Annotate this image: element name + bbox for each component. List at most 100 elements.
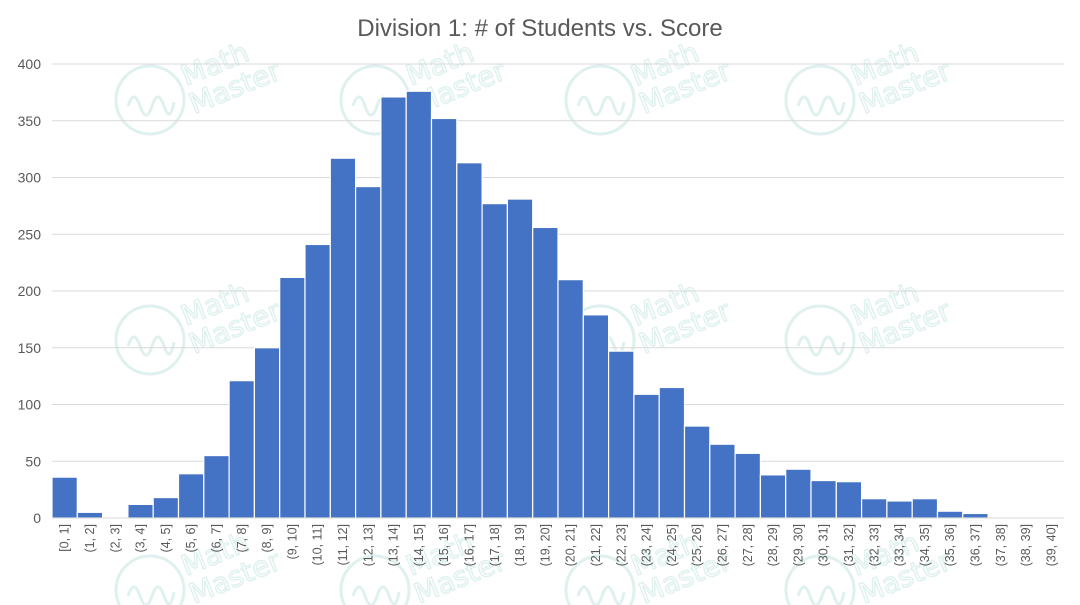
bar	[304, 243, 331, 519]
x-tick-label: (1, 2]	[83, 524, 97, 553]
bar	[152, 496, 180, 519]
bar	[253, 347, 281, 519]
bar	[203, 454, 230, 519]
watermark-wave-icon	[576, 585, 626, 605]
watermark-circle-icon	[784, 554, 856, 605]
x-tick-label: (29, 30]	[791, 524, 805, 566]
bar	[329, 157, 357, 519]
x-tick-label: (38, 39]	[1019, 524, 1033, 566]
bar	[430, 117, 458, 519]
x-tick-label: (35, 36]	[943, 524, 957, 566]
x-tick-label: (15, 16]	[437, 524, 451, 566]
y-axis-tick-labels: 0 50 100 150 200 250 300 350 400	[18, 56, 42, 526]
x-tick-label: (32, 33]	[867, 524, 881, 566]
x-tick-label: (5, 6]	[184, 524, 198, 553]
bar	[633, 393, 660, 519]
bar	[481, 203, 509, 519]
bar	[785, 468, 812, 519]
y-tick-label: 0	[33, 510, 41, 526]
watermark-circle-icon	[114, 304, 186, 376]
bar	[456, 162, 483, 519]
x-tick-label: (27, 28]	[741, 524, 755, 566]
bar	[962, 512, 989, 519]
x-axis-tick-labels: [0, 1] (1, 2] (2, 3] (3, 4] (4, 5] (5, 6] (6, …	[58, 524, 1059, 566]
x-tick-label: (19, 20]	[538, 524, 552, 566]
bar	[911, 498, 939, 519]
x-tick-label: (9, 10]	[285, 524, 299, 559]
x-tick-label: (11, 12]	[336, 524, 350, 565]
watermark-circle-icon	[564, 64, 636, 136]
x-tick-label: (8, 9]	[260, 524, 274, 553]
bar	[607, 350, 635, 519]
bar	[51, 476, 78, 519]
watermark-wave-icon	[126, 585, 176, 605]
bar	[355, 185, 382, 519]
bar	[76, 511, 104, 519]
x-tick-label: (20, 21]	[564, 524, 578, 566]
y-tick-label: 200	[18, 283, 42, 299]
watermark-wave-icon	[796, 335, 846, 357]
watermark-wave-icon	[796, 95, 846, 117]
x-tick-label: (36, 37]	[968, 524, 982, 566]
watermark-wave-icon	[576, 95, 626, 117]
bar	[582, 314, 610, 519]
bar	[658, 386, 686, 519]
x-tick-label: (28, 29]	[766, 524, 780, 566]
y-tick-label: 350	[18, 113, 42, 129]
bar	[835, 481, 863, 519]
bar	[709, 443, 736, 519]
bar	[532, 226, 559, 519]
y-tick-label: 250	[18, 226, 42, 242]
watermark-circle-icon	[784, 304, 856, 376]
x-tick-label: (17, 18]	[488, 524, 502, 566]
bar	[936, 510, 964, 519]
y-tick-label: 300	[18, 170, 42, 186]
bar	[557, 279, 584, 519]
x-tick-label: (23, 24]	[640, 524, 654, 566]
watermark-circle-icon	[114, 554, 186, 605]
x-tick-label: (22, 23]	[614, 524, 628, 566]
x-tick-label: (4, 5]	[159, 524, 173, 553]
y-tick-label: 100	[18, 397, 42, 413]
x-tick-label: (24, 25]	[665, 524, 679, 566]
bar	[127, 503, 154, 519]
bar	[886, 500, 913, 519]
watermark-wave-icon	[126, 95, 176, 117]
bar	[228, 380, 256, 519]
y-tick-label: 50	[25, 453, 41, 469]
x-tick-label: (31, 32]	[842, 524, 856, 566]
x-tick-label: (26, 27]	[715, 524, 729, 566]
x-tick-label: (13, 14]	[387, 524, 401, 566]
x-tick-label: (33, 34]	[893, 524, 907, 566]
x-tick-label: (2, 3]	[108, 524, 122, 553]
y-tick-label: 150	[18, 340, 42, 356]
bar	[279, 276, 306, 519]
bar	[683, 425, 711, 519]
watermark-circle-icon	[339, 554, 411, 605]
watermark-circle-icon	[114, 64, 186, 136]
x-tick-label: (3, 4]	[134, 524, 148, 553]
x-tick-label: (25, 26]	[690, 524, 704, 566]
x-tick-label: (30, 31]	[817, 524, 831, 566]
watermark-wave-icon	[796, 585, 846, 605]
bar	[177, 473, 205, 519]
watermark-wave-icon	[126, 335, 176, 357]
x-tick-label: (39, 40]	[1044, 524, 1058, 566]
y-tick-label: 400	[18, 56, 42, 72]
x-tick-label: (6, 7]	[209, 524, 223, 553]
bars	[51, 90, 989, 519]
x-tick-label: (12, 13]	[361, 524, 375, 566]
x-tick-label: (14, 15]	[412, 524, 426, 566]
bar	[380, 96, 407, 519]
x-tick-label: (34, 35]	[918, 524, 932, 566]
x-tick-label: (10, 11]	[311, 524, 325, 565]
watermark-wave-icon	[351, 585, 401, 605]
x-tick-label: (18, 19]	[513, 524, 527, 566]
bar	[860, 498, 888, 519]
watermark-circle-icon	[784, 64, 856, 136]
bar	[759, 474, 787, 519]
x-tick-label: (21, 22]	[589, 524, 603, 566]
